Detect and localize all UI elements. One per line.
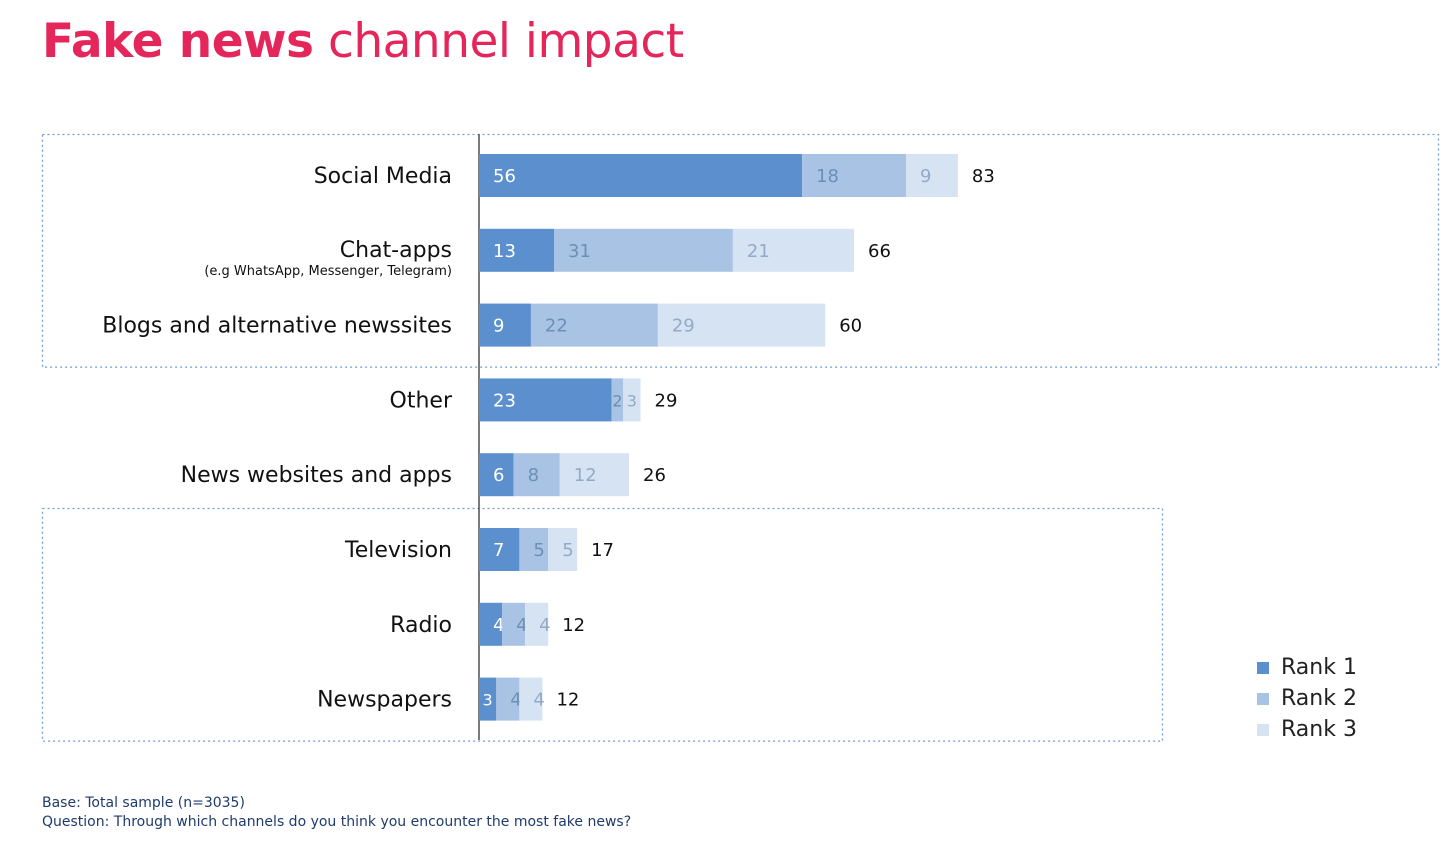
value-label-chat-apps-rank-1: 13 [493, 241, 516, 262]
value-label-television-rank-1: 7 [493, 540, 504, 561]
legend-label-rank-2: Rank 2 [1281, 686, 1357, 711]
legend-swatch-rank-3 [1257, 723, 1269, 736]
category-label-social-media: Social Media [314, 164, 452, 189]
legend-swatch-rank-1 [1257, 661, 1269, 674]
bar-news-websites-and-apps-rank-1 [479, 453, 514, 497]
bar-blogs-and-alternative-newssites-rank-2 [530, 303, 658, 347]
value-label-television-rank-3: 5 [562, 540, 573, 561]
chart-legend: Rank 1 Rank 2 Rank 3 [1257, 652, 1357, 745]
value-label-other-rank-3: 3 [627, 391, 637, 410]
total-label-other: 29 [655, 390, 678, 411]
total-label-radio: 12 [562, 615, 585, 636]
value-label-newspapers-rank-1: 3 [483, 691, 493, 710]
value-label-television-rank-2: 5 [533, 540, 544, 561]
bar-television-rank-3 [548, 528, 578, 571]
bar-chat-apps-rank-3 [732, 228, 855, 272]
total-label-chat-apps: 66 [868, 241, 891, 262]
bar-chat-apps-rank-1 [479, 228, 555, 272]
bar-news-websites-and-apps-rank-2 [513, 453, 560, 497]
bar-social-media-rank-2 [802, 154, 906, 197]
value-label-news-websites-and-apps-rank-1: 6 [493, 465, 504, 486]
category-label-radio: Radio [390, 613, 452, 638]
group-box-2 [41, 507, 1164, 742]
value-label-radio-rank-3: 4 [539, 615, 550, 636]
value-label-newspapers-rank-3: 4 [533, 690, 544, 711]
value-label-other-rank-1: 23 [493, 390, 516, 411]
bar-newspapers-rank-3 [519, 677, 543, 721]
group-box-1 [41, 133, 1440, 368]
value-label-chat-apps-rank-2: 31 [568, 241, 591, 262]
category-label-blogs-and-alternative-newssites: Blogs and alternative newssites [102, 314, 452, 339]
total-label-blogs-and-alternative-newssites: 60 [839, 316, 862, 337]
value-label-blogs-and-alternative-newssites-rank-1: 9 [493, 316, 504, 337]
value-label-chat-apps-rank-3: 21 [747, 241, 770, 262]
value-label-radio-rank-2: 4 [516, 615, 527, 636]
total-label-social-media: 83 [972, 166, 995, 187]
footer-question: Question: Through which channels do you … [42, 814, 632, 830]
value-label-news-websites-and-apps-rank-2: 8 [528, 465, 539, 486]
bar-newspapers-rank-1 [479, 677, 497, 721]
value-label-social-media-rank-3: 9 [920, 166, 931, 187]
value-label-blogs-and-alternative-newssites-rank-3: 29 [672, 316, 695, 337]
bar-social-media-rank-1 [479, 154, 803, 197]
value-label-other-rank-2: 2 [612, 391, 622, 410]
bar-other-rank-2 [611, 378, 624, 422]
bar-blogs-and-alternative-newssites-rank-1 [479, 303, 531, 347]
category-label-newspapers: Newspapers [317, 688, 452, 713]
legend-item-rank-1: Rank 1 [1257, 652, 1357, 683]
bar-social-media-rank-3 [905, 154, 958, 197]
bar-other-rank-3 [623, 378, 641, 422]
total-label-newspapers: 12 [556, 690, 579, 711]
bar-television-rank-2 [519, 528, 549, 571]
total-label-news-websites-and-apps: 26 [643, 465, 666, 486]
chart-title-bold: Fake news [42, 14, 314, 69]
legend-item-rank-3: Rank 3 [1257, 714, 1357, 745]
bar-television-rank-1 [479, 528, 520, 571]
legend-label-rank-1: Rank 1 [1281, 655, 1357, 680]
category-label-chat-apps: Chat-apps [340, 238, 452, 263]
category-label-other: Other [390, 388, 453, 413]
footer-base: Base: Total sample (n=3035) [42, 795, 245, 811]
chart-title: Fake news channel impact [42, 14, 684, 69]
legend-label-rank-3: Rank 3 [1281, 717, 1357, 742]
value-label-newspapers-rank-2: 4 [510, 690, 521, 711]
category-sublabel-chat-apps: (e.g WhatsApp, Messenger, Telegram) [204, 264, 452, 279]
value-label-social-media-rank-1: 56 [493, 166, 516, 187]
total-label-television: 17 [591, 540, 614, 561]
bar-newspapers-rank-2 [496, 677, 520, 721]
bar-radio-rank-3 [525, 602, 549, 646]
category-label-television: Television [344, 538, 452, 563]
bar-radio-rank-1 [479, 602, 503, 646]
value-label-radio-rank-1: 4 [493, 615, 504, 636]
value-label-social-media-rank-2: 18 [816, 166, 839, 187]
bar-radio-rank-2 [502, 602, 526, 646]
bar-news-websites-and-apps-rank-3 [559, 453, 630, 497]
bar-other-rank-1 [479, 378, 612, 422]
value-label-blogs-and-alternative-newssites-rank-2: 22 [545, 316, 568, 337]
value-label-news-websites-and-apps-rank-3: 12 [574, 465, 597, 486]
category-label-news-websites-and-apps: News websites and apps [181, 463, 452, 488]
chart-title-rest: channel impact [328, 14, 684, 69]
legend-swatch-rank-2 [1257, 692, 1269, 705]
legend-item-rank-2: Rank 2 [1257, 683, 1357, 714]
bar-blogs-and-alternative-newssites-rank-3 [657, 303, 826, 347]
bar-chat-apps-rank-2 [554, 228, 733, 272]
